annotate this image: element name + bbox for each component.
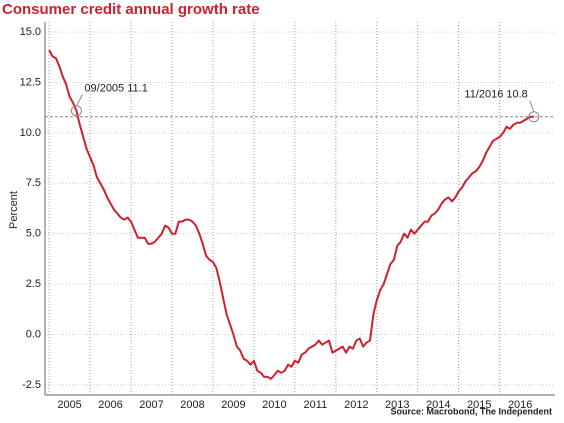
annotation-leader <box>529 100 535 112</box>
y-tick-label: -2.5 <box>22 379 41 391</box>
y-tick-label: 0.0 <box>26 328 41 340</box>
annotation-marker <box>70 105 82 117</box>
annotation-marker <box>528 111 540 123</box>
source: Source: Macrobond, The Independent <box>390 406 552 416</box>
annotation-leader <box>75 94 83 106</box>
x-tick-label: 2016 <box>508 399 532 411</box>
y-axis-label: Percent <box>8 191 20 229</box>
data-line <box>48 49 534 380</box>
x-tick-label: 2015 <box>467 399 491 411</box>
x-tick-label: 2014 <box>426 399 450 411</box>
x-tick-label: 2010 <box>262 399 286 411</box>
x-tick-label: 2011 <box>304 399 328 411</box>
y-tick-label: 7.5 <box>26 177 41 189</box>
y-tick-label: 15.0 <box>20 26 41 38</box>
annotation-label: 11/2016 10.8 <box>464 89 527 101</box>
x-tick-label: 2007 <box>139 399 163 411</box>
annotation-label: 09/2005 11.1 <box>84 83 147 95</box>
x-tick-label: 2005 <box>57 399 81 411</box>
y-tick-label: 2.5 <box>26 278 41 290</box>
x-tick-label: 2009 <box>221 399 245 411</box>
chart-title: Consumer credit annual growth rate <box>2 1 260 18</box>
y-tick-label: 5.0 <box>26 228 41 240</box>
x-tick-label: 2013 <box>385 399 409 411</box>
x-tick-label: 2008 <box>180 399 204 411</box>
y-tick-label: 12.5 <box>20 76 41 88</box>
y-tick-label: 10.0 <box>20 127 41 139</box>
x-tick-label: 2012 <box>344 399 368 411</box>
x-tick-label: 2006 <box>98 399 122 411</box>
